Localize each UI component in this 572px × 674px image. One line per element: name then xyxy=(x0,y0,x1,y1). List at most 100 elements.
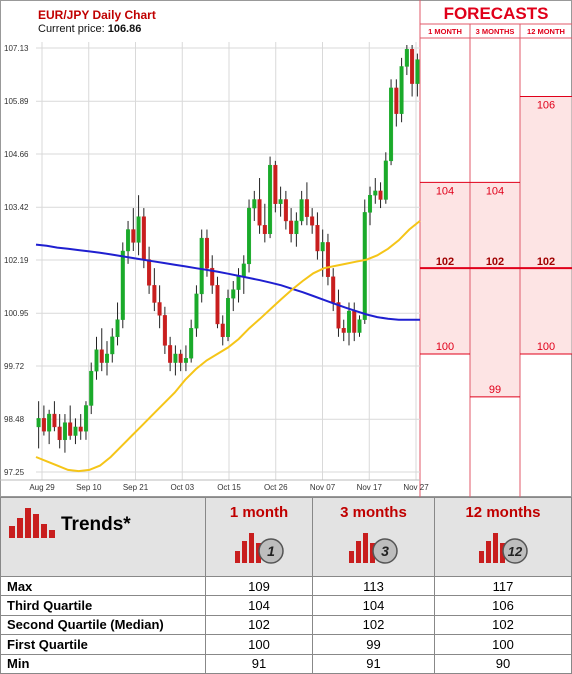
row-label-min: Min xyxy=(0,653,206,674)
x-tick-label: Nov 07 xyxy=(310,483,336,492)
x-tick-label: Nov 17 xyxy=(357,483,383,492)
candle-body xyxy=(157,302,162,316)
min-3-months: 91 xyxy=(311,653,435,674)
x-tick-label: Sep 10 xyxy=(76,483,102,492)
max-1-month: 109 xyxy=(205,575,313,597)
candle-body xyxy=(41,418,46,432)
candle-body xyxy=(210,267,215,286)
bar-chart-1-icon: 1 xyxy=(234,533,284,564)
candle-body xyxy=(105,353,110,363)
y-tick-label: 105.89 xyxy=(4,97,29,106)
header-1-month-label: 1 month xyxy=(229,504,289,521)
candle-body xyxy=(378,190,383,200)
q3-1-month: 104 xyxy=(205,595,313,616)
candle-body xyxy=(78,426,83,432)
candle-body xyxy=(373,190,378,196)
candle-body xyxy=(410,49,415,84)
table-row: Max 109 113 117 xyxy=(0,575,572,597)
candle-body xyxy=(36,418,41,428)
table-header-row: Trends* 1 month 1 3 months 3 12 months xyxy=(0,497,572,577)
candle-body xyxy=(47,413,52,432)
candle-body xyxy=(68,422,73,436)
candle-body xyxy=(341,328,346,333)
candle-body xyxy=(220,323,225,338)
forecast-median-label: 102 xyxy=(436,256,454,268)
icon-number-12: 12 xyxy=(508,544,523,559)
forecast-q3-label: 104 xyxy=(436,185,454,197)
candle-body xyxy=(73,426,78,436)
candle-body xyxy=(352,310,357,333)
header-3-months-label: 3 months xyxy=(340,504,407,521)
table-row: Min 91 91 90 xyxy=(0,653,572,674)
candle-body xyxy=(52,413,57,428)
candle-body xyxy=(383,160,388,200)
y-tick-label: 102.19 xyxy=(4,256,29,265)
current-price-label: Current price: 106.86 xyxy=(38,23,141,35)
candle-body xyxy=(94,349,99,372)
row-label-third-quartile: Third Quartile xyxy=(0,595,206,616)
trends-table: Trends* 1 month 1 3 months 3 12 months xyxy=(0,497,572,674)
forecast-q1-label: 99 xyxy=(489,384,501,396)
q3-12-months: 106 xyxy=(433,595,572,616)
forecast-median-label: 102 xyxy=(486,256,504,268)
candle-body xyxy=(152,285,157,303)
candle-body xyxy=(262,225,267,235)
candle-body xyxy=(83,405,88,432)
candle-body xyxy=(199,237,204,295)
median-3-months: 102 xyxy=(311,614,435,636)
forecast-column-label: 3 MONTHS xyxy=(476,27,515,36)
bar-chart-12-icon: 12 xyxy=(478,533,528,564)
y-tick-label: 98.48 xyxy=(4,415,25,424)
row-label-median: Second Quartile (Median) xyxy=(0,614,206,636)
max-3-months: 113 xyxy=(311,575,435,597)
table-row: Second Quartile (Median) 102 102 102 xyxy=(0,614,572,636)
icon-number-1: 1 xyxy=(267,543,275,559)
candle-body xyxy=(399,66,404,114)
candle-body xyxy=(294,220,299,235)
q1-3-months: 99 xyxy=(311,634,435,655)
forecast-column-label: 1 MONTH xyxy=(428,27,462,36)
icon-number-3: 3 xyxy=(382,543,390,559)
median-1-month: 102 xyxy=(205,614,313,636)
x-tick-label: Oct 15 xyxy=(217,483,241,492)
forecast-q3-label: 104 xyxy=(486,185,504,197)
candle-body xyxy=(120,250,125,320)
candle-body xyxy=(136,216,141,243)
min-1-month: 91 xyxy=(205,653,313,674)
x-tick-label: Oct 03 xyxy=(170,483,194,492)
header-12-months: 12 months 12 xyxy=(433,497,572,577)
min-12-months: 90 xyxy=(433,653,572,674)
candle-body xyxy=(394,87,399,114)
forecast-q3-label: 106 xyxy=(537,99,555,111)
q3-3-months: 104 xyxy=(311,595,435,616)
candle-body xyxy=(357,319,362,333)
candle-body xyxy=(194,293,199,329)
candle-body xyxy=(89,370,94,406)
candle-body xyxy=(247,207,252,265)
candle-body xyxy=(147,259,152,286)
forecast-range-box xyxy=(470,182,520,397)
x-tick-label: Aug 29 xyxy=(29,483,55,492)
max-12-months: 117 xyxy=(433,575,572,597)
candle-body xyxy=(310,216,315,226)
forecast-column-label: 12 MONTH xyxy=(527,27,565,36)
table-row: First Quartile 100 99 100 xyxy=(0,634,572,655)
row-label-first-quartile: First Quartile xyxy=(0,634,206,655)
bar-chart-3-icon: 3 xyxy=(349,533,399,564)
candle-body xyxy=(225,297,230,338)
y-tick-label: 99.72 xyxy=(4,362,25,371)
candle-body xyxy=(189,328,194,359)
candle-body xyxy=(178,353,183,363)
candle-body xyxy=(273,164,278,204)
candle-body xyxy=(115,319,120,338)
bar-chart-icon xyxy=(9,508,55,538)
candle-body xyxy=(304,199,309,217)
trends-label-wrap: Trends* xyxy=(1,504,205,538)
forecast-range-box xyxy=(520,96,572,354)
candle-body xyxy=(368,194,373,213)
candle-body xyxy=(231,289,236,299)
forecast-q1-label: 100 xyxy=(537,341,555,353)
chart-title: EUR/JPY Daily Chart xyxy=(38,8,156,22)
candle-body xyxy=(299,199,304,222)
median-12-months: 102 xyxy=(433,614,572,636)
